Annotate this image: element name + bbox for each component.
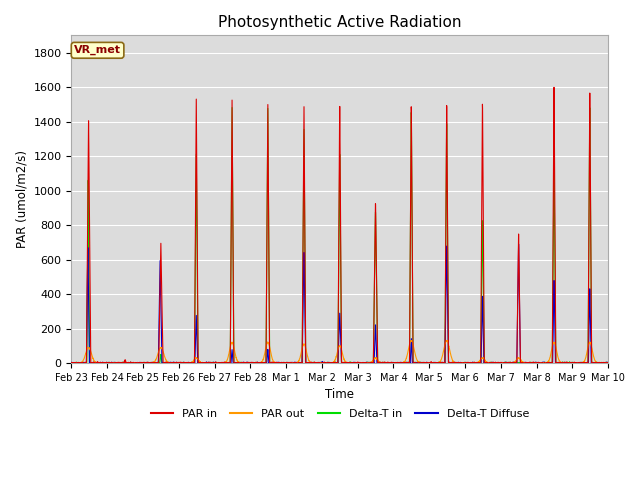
Delta-T in <box>558 360 566 366</box>
Y-axis label: PAR (umol/m2/s): PAR (umol/m2/s) <box>15 150 28 248</box>
PAR in <box>558 360 566 366</box>
PAR out <box>543 360 551 365</box>
PAR in <box>68 360 76 366</box>
PAR in <box>550 84 558 90</box>
PAR out <box>68 360 76 366</box>
Delta-T Diffuse <box>68 360 76 366</box>
Delta-T in <box>515 360 523 366</box>
PAR out <box>379 360 387 366</box>
Delta-T Diffuse <box>515 241 522 247</box>
Delta-T in <box>380 360 387 366</box>
Line: Delta-T Diffuse: Delta-T Diffuse <box>72 244 640 363</box>
Delta-T Diffuse <box>379 360 387 366</box>
PAR out <box>443 337 451 343</box>
Delta-T Diffuse <box>543 360 551 365</box>
PAR out <box>186 360 194 366</box>
Delta-T Diffuse <box>68 360 76 365</box>
Delta-T in <box>228 105 236 110</box>
X-axis label: Time: Time <box>325 388 354 401</box>
PAR in <box>543 360 551 366</box>
PAR in <box>410 360 417 366</box>
Delta-T Diffuse <box>558 360 566 366</box>
PAR in <box>186 360 194 366</box>
PAR out <box>68 360 76 366</box>
Delta-T in <box>410 360 418 366</box>
Line: PAR out: PAR out <box>72 340 640 363</box>
Delta-T in <box>68 360 76 366</box>
Delta-T Diffuse <box>410 360 417 365</box>
Delta-T Diffuse <box>186 360 194 366</box>
PAR in <box>68 360 76 366</box>
PAR out <box>558 360 566 366</box>
PAR in <box>515 246 523 252</box>
Delta-T Diffuse <box>515 263 523 269</box>
Delta-T in <box>68 360 76 365</box>
Line: Delta-T in: Delta-T in <box>72 108 640 363</box>
Line: PAR in: PAR in <box>72 87 640 363</box>
Title: Photosynthetic Active Radiation: Photosynthetic Active Radiation <box>218 15 461 30</box>
Delta-T in <box>543 360 551 366</box>
PAR in <box>379 360 387 366</box>
PAR out <box>410 345 417 350</box>
Delta-T in <box>186 360 194 366</box>
Text: VR_met: VR_met <box>74 45 121 55</box>
Legend: PAR in, PAR out, Delta-T in, Delta-T Diffuse: PAR in, PAR out, Delta-T in, Delta-T Dif… <box>146 404 533 423</box>
PAR out <box>515 355 523 360</box>
